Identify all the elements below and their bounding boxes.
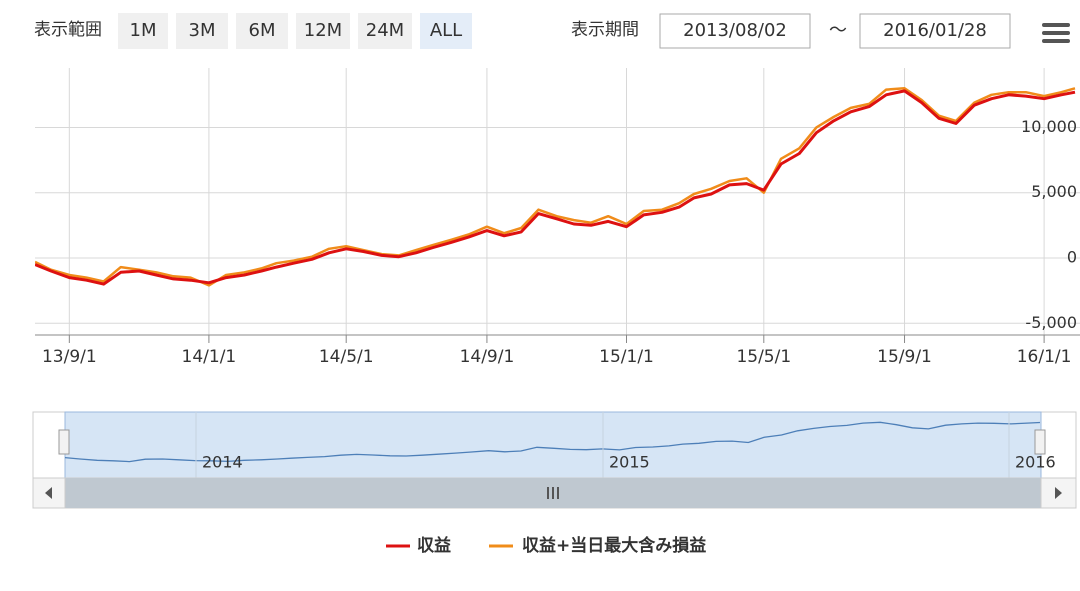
- grid: [35, 68, 1080, 335]
- y-tick-label: 0: [1067, 247, 1077, 266]
- range-buttons: 1M 3M 6M 12M 24M ALL: [118, 13, 472, 49]
- separator: ～: [829, 20, 847, 41]
- range-button[interactable]: [420, 13, 472, 49]
- navigator-line: [64, 421, 1041, 463]
- navigator-label: 2015: [609, 453, 650, 472]
- date-to-input[interactable]: [859, 13, 1011, 49]
- date-to: 2016/01/28: [883, 20, 987, 41]
- y-tick-label: -5,000: [1025, 313, 1077, 332]
- range-button-label: 12M: [304, 20, 342, 41]
- y-tick-label: 5,000: [1031, 182, 1077, 201]
- period-label: 表示期間: [571, 20, 639, 40]
- y-tick-label: 10,000: [1021, 117, 1077, 136]
- range-button[interactable]: [236, 13, 288, 49]
- series-line: [35, 89, 1076, 286]
- plot: [35, 87, 1076, 287]
- navigator-handle-right[interactable]: [1034, 429, 1046, 455]
- range-button[interactable]: [358, 13, 412, 49]
- range-button-label: 24M: [366, 20, 404, 41]
- x-tick-label: 15/5/1: [736, 347, 791, 367]
- x-tick-label: 14/9/1: [460, 347, 515, 367]
- series-line: [35, 87, 1076, 287]
- x-tick-label: 14/1/1: [182, 347, 237, 367]
- navigator-handle-left[interactable]: [58, 429, 70, 455]
- x-tick-label: 15/1/1: [599, 347, 654, 367]
- scroll-left[interactable]: [32, 477, 66, 509]
- navigator-series: 2014 2015 2016: [64, 412, 1056, 478]
- range-button-label: 6M: [249, 20, 276, 41]
- range-button-label: ALL: [430, 20, 462, 41]
- date-from-input[interactable]: [659, 13, 811, 49]
- scroll-grip: [547, 487, 559, 499]
- x-tick-label: 16/1/1: [1017, 347, 1072, 367]
- menu-icon[interactable]: [1042, 23, 1070, 43]
- x-tick-label: 14/5/1: [319, 347, 374, 367]
- navigator-label: 2016: [1015, 453, 1056, 472]
- x-tick-label: 13/9/1: [42, 347, 97, 367]
- scroll-left-arrow: [45, 487, 52, 499]
- axes: -5,000 0 5,000 10,000 13/9/1 14/1/1 14/5/1 14/9…: [42, 117, 1077, 367]
- navigator-label: 2014: [202, 453, 243, 472]
- range-label: 表示範囲: [34, 20, 102, 40]
- legend-label[interactable]: 収益: [417, 535, 451, 556]
- range-button[interactable]: [176, 13, 228, 49]
- legend-label[interactable]: 収益+当日最大含み損益: [522, 535, 706, 556]
- legend: 収益 収益+当日最大含み損益: [386, 535, 706, 556]
- range-button-label: 1M: [130, 20, 157, 41]
- x-tick-label: 15/9/1: [877, 347, 932, 367]
- range-button[interactable]: [296, 13, 350, 49]
- scroll-right-arrow: [1055, 487, 1062, 499]
- range-button[interactable]: [118, 13, 168, 49]
- range-button-label: 3M: [189, 20, 216, 41]
- date-from: 2013/08/02: [683, 20, 787, 41]
